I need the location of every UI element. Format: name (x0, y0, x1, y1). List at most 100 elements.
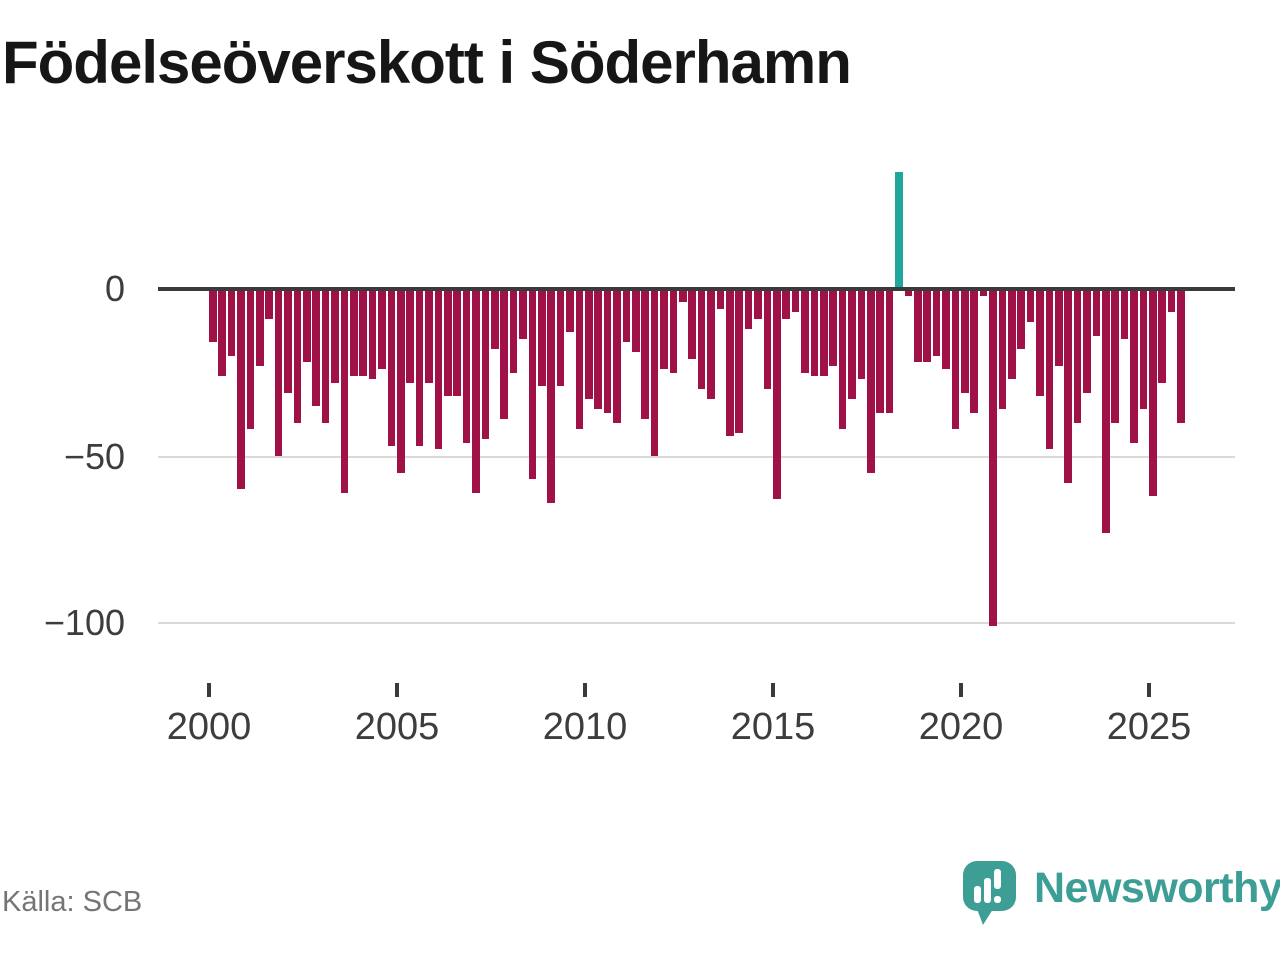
logo-exclamation-dot (994, 896, 1001, 903)
bar (472, 289, 480, 493)
bar (453, 289, 461, 396)
bar (246, 289, 255, 430)
bar (754, 289, 762, 320)
x-axis-tick (207, 683, 211, 697)
bar (303, 289, 311, 363)
bar (791, 289, 800, 313)
bar (998, 289, 1007, 410)
bar (218, 289, 226, 376)
bar (876, 289, 884, 413)
bar (1036, 289, 1044, 396)
bar (707, 289, 715, 400)
bar (331, 289, 339, 383)
bar (1008, 289, 1016, 380)
bar (462, 289, 471, 443)
bar (1149, 289, 1157, 497)
bar (227, 289, 236, 356)
bar (923, 289, 931, 363)
bar (434, 289, 443, 450)
bar (378, 289, 386, 370)
bar (867, 289, 875, 473)
bar (613, 289, 621, 423)
bar (500, 289, 508, 420)
bar (885, 289, 894, 413)
bar (660, 289, 668, 370)
bar (763, 289, 772, 390)
bar (1026, 289, 1035, 323)
x-tick-label: 2020 (918, 706, 1004, 748)
bar (491, 289, 499, 350)
bar (575, 289, 584, 430)
bar (209, 289, 217, 343)
bar (942, 289, 950, 370)
bar (481, 289, 490, 440)
x-axis-tick (1147, 683, 1151, 697)
bar (425, 289, 433, 383)
bar (1092, 289, 1101, 336)
bar (650, 289, 659, 456)
bar (970, 289, 978, 413)
bar (801, 289, 809, 373)
bar (350, 289, 358, 376)
bar (679, 289, 687, 303)
x-axis-tick (583, 683, 587, 697)
bar (237, 289, 245, 490)
bar (857, 289, 866, 380)
bar (1045, 289, 1054, 450)
x-axis-tick (959, 683, 963, 697)
bar (368, 289, 377, 380)
bar (904, 289, 913, 296)
bar (1111, 289, 1119, 423)
bar (312, 289, 320, 406)
bar (397, 289, 405, 473)
bar (641, 289, 649, 420)
bar (726, 289, 734, 436)
bar (1083, 289, 1091, 393)
bar (256, 289, 264, 366)
source-label: Källa: SCB (2, 886, 143, 918)
bar (594, 289, 602, 410)
bar (773, 289, 781, 500)
x-tick-label: 2010 (542, 706, 628, 748)
bar (1167, 289, 1176, 313)
logo-bar-small (974, 886, 981, 903)
bar (1158, 289, 1166, 383)
bar (669, 289, 678, 373)
chart-title: Födelseöverskott i Söderhamn (2, 29, 852, 96)
bar (528, 289, 537, 480)
bar (1177, 289, 1185, 423)
bar (932, 289, 941, 356)
bar (1139, 289, 1148, 410)
y-tick-label-0: 0 (104, 268, 125, 309)
bar (509, 289, 518, 373)
newsworthy-logo-text: Newsworthy (1034, 864, 1280, 912)
bar (697, 289, 706, 390)
bar (1130, 289, 1138, 443)
bar (359, 289, 367, 376)
bar (622, 289, 631, 343)
bar (274, 289, 283, 456)
bar (265, 289, 273, 320)
bar (848, 289, 856, 400)
bar (744, 289, 753, 330)
bar (979, 289, 988, 296)
bar (632, 289, 640, 353)
bar (810, 289, 819, 376)
bar (585, 289, 593, 400)
bar (989, 289, 997, 627)
logo-bar-tall (984, 878, 991, 903)
x-axis-tick (771, 683, 775, 697)
bar (895, 172, 903, 289)
bar (735, 289, 743, 433)
bar (961, 289, 969, 393)
x-tick-label: 2000 (166, 706, 252, 748)
bar (782, 289, 790, 320)
bar (820, 289, 828, 376)
logo-exclamation-bar (994, 869, 1001, 889)
bar (556, 289, 565, 386)
bar (444, 289, 452, 396)
bar (1017, 289, 1025, 350)
bar (340, 289, 349, 493)
bar (293, 289, 302, 423)
